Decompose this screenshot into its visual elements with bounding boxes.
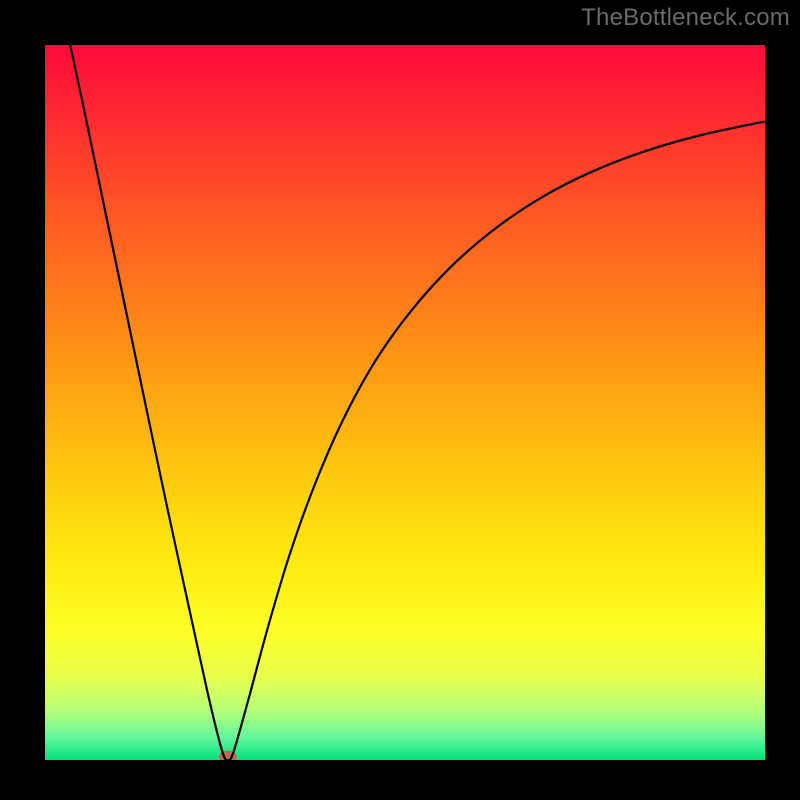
- chart-background-gradient: [45, 45, 765, 760]
- bottleneck-curve-chart: [0, 0, 800, 800]
- watermark-text: TheBottleneck.com: [581, 4, 790, 32]
- chart-container: TheBottleneck.com: [0, 0, 800, 800]
